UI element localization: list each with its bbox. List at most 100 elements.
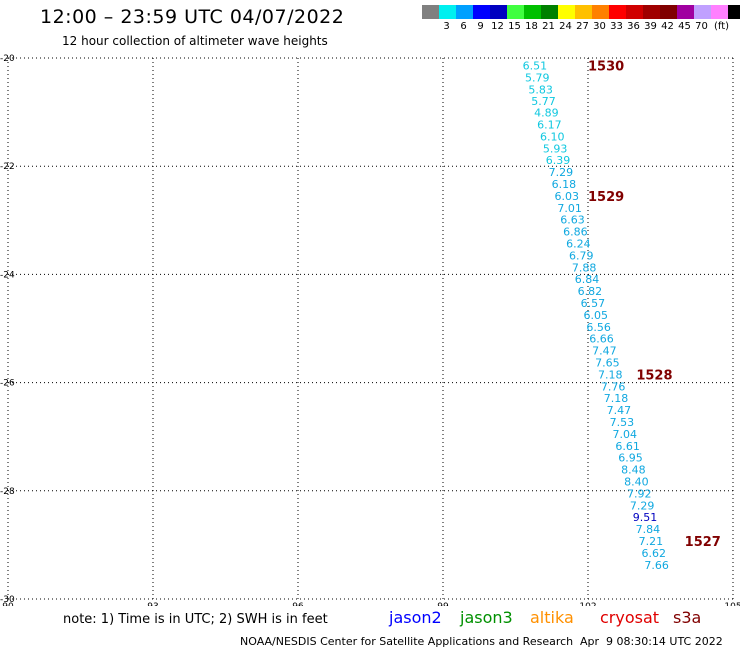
legend-label: 12 bbox=[491, 21, 504, 32]
y-tick-label: -30 bbox=[0, 595, 15, 605]
legend-label: 30 bbox=[593, 21, 606, 32]
pass-number-label: 1529 bbox=[588, 190, 624, 205]
wave-height-point: 4.89 bbox=[534, 107, 559, 120]
x-tick-label: 99 bbox=[437, 602, 449, 606]
wave-height-point: 7.92 bbox=[627, 487, 652, 500]
wave-height-point: 9.51 bbox=[633, 511, 658, 524]
wave-height-point: 6.17 bbox=[537, 118, 562, 131]
wave-height-point: 7.04 bbox=[612, 428, 637, 441]
wave-height-point: 7.18 bbox=[604, 392, 629, 405]
wave-height-point: 7.18 bbox=[598, 368, 623, 381]
wave-height-point: 6.86 bbox=[563, 226, 588, 239]
x-tick-label: 105 bbox=[724, 602, 740, 606]
wave-height-point: 7.47 bbox=[592, 345, 617, 358]
wave-height-chart: 90 93 96 99 102 105 -20 -22 -24 -26 -28 -30 6.515.79… bbox=[0, 54, 740, 606]
legend-swatch bbox=[626, 5, 643, 19]
wave-height-point: 7.29 bbox=[630, 499, 655, 512]
wave-height-point: 8.40 bbox=[624, 476, 649, 489]
wave-height-point: 7.88 bbox=[572, 261, 597, 274]
sat-label-cryosat: cryosat bbox=[600, 608, 660, 627]
legend-swatch bbox=[728, 5, 740, 19]
wave-height-point: 7.65 bbox=[595, 357, 620, 370]
chart-subtitle: 12 hour collection of altimeter wave hei… bbox=[62, 34, 328, 48]
y-tick-label: -28 bbox=[0, 487, 15, 497]
legend-swatch bbox=[541, 5, 558, 19]
wave-height-point: 6.66 bbox=[589, 333, 614, 346]
y-tick-label: -24 bbox=[0, 270, 15, 280]
wave-height-point: 6.63 bbox=[560, 214, 585, 227]
wave-height-point: 5.77 bbox=[531, 95, 556, 108]
legend-unit: (ft) bbox=[714, 21, 730, 32]
wave-height-point: 7.47 bbox=[607, 404, 632, 417]
wave-height-point: 7.66 bbox=[644, 559, 669, 572]
wave-height-point: 6.84 bbox=[575, 273, 600, 286]
legend-swatch bbox=[575, 5, 592, 19]
legend-swatch bbox=[422, 5, 439, 19]
legend-swatch bbox=[592, 5, 609, 19]
wave-height-point: 5.83 bbox=[528, 83, 553, 96]
legend-swatch bbox=[643, 5, 660, 19]
wave-height-point: 6.79 bbox=[569, 249, 594, 262]
legend-label: 21 bbox=[542, 21, 555, 32]
wave-height-point: 7.84 bbox=[636, 523, 661, 536]
legend-label: 45 bbox=[678, 21, 691, 32]
legend-label: 42 bbox=[661, 21, 674, 32]
legend-swatch bbox=[677, 5, 694, 19]
wave-height-point: 6.05 bbox=[583, 309, 608, 322]
legend-label: 24 bbox=[559, 21, 572, 32]
y-tick-label: -20 bbox=[0, 54, 15, 64]
legend-swatch bbox=[439, 5, 456, 19]
x-tick-label: 93 bbox=[147, 602, 158, 606]
pass-number-label: 1530 bbox=[588, 59, 624, 74]
wave-height-point: 5.93 bbox=[543, 142, 568, 155]
legend-label: 33 bbox=[610, 21, 623, 32]
wave-height-point: 6.10 bbox=[540, 130, 565, 143]
legend-swatch bbox=[694, 5, 711, 19]
legend-label: 18 bbox=[525, 21, 538, 32]
wave-height-point: 7.29 bbox=[549, 166, 574, 179]
sat-label-jason3: jason3 bbox=[460, 608, 513, 627]
wave-height-point: 6.51 bbox=[523, 59, 548, 72]
wave-height-point: 6.18 bbox=[552, 178, 577, 191]
legend-label: 6 bbox=[460, 21, 467, 32]
wave-height-point: 8.48 bbox=[621, 464, 646, 477]
legend-swatch bbox=[558, 5, 575, 19]
legend-swatch bbox=[609, 5, 626, 19]
x-tick-label: 96 bbox=[292, 602, 304, 606]
legend-swatch bbox=[711, 5, 728, 19]
wave-height-point: 7.76 bbox=[601, 380, 626, 393]
legend-label: 9 bbox=[477, 21, 484, 32]
legend-swatch bbox=[524, 5, 541, 19]
wave-height-point: 7.01 bbox=[557, 202, 582, 215]
legend-swatch bbox=[507, 5, 524, 19]
footer-note: note: 1) Time is in UTC; 2) SWH is in fe… bbox=[63, 612, 328, 627]
sat-label-jason2: jason2 bbox=[389, 608, 442, 627]
pass-number-label: 1527 bbox=[685, 535, 721, 550]
legend-label: 15 bbox=[508, 21, 521, 32]
wave-height-point: 6.62 bbox=[641, 547, 666, 560]
legend-swatch bbox=[660, 5, 677, 19]
credit-line: NOAA/NESDIS Center for Satellite Applica… bbox=[240, 635, 574, 648]
wave-height-point: 7.21 bbox=[639, 535, 664, 548]
wave-height-point: 6.24 bbox=[566, 237, 591, 250]
wave-height-point: 6.57 bbox=[581, 297, 606, 310]
y-tick-label: -26 bbox=[0, 379, 15, 389]
wave-height-point: 6.39 bbox=[546, 154, 571, 167]
y-tick-label: -22 bbox=[0, 162, 15, 172]
legend-label: 36 bbox=[627, 21, 640, 32]
generated-timestamp: Apr 9 08:30:14 UTC 2022 bbox=[580, 635, 723, 648]
legend-swatch bbox=[490, 5, 507, 19]
legend-swatch bbox=[456, 5, 473, 19]
legend-label: 70 bbox=[695, 21, 708, 32]
wave-height-point: 6.82 bbox=[578, 285, 603, 298]
sat-label-s3a: s3a bbox=[673, 608, 702, 627]
legend-label: 39 bbox=[644, 21, 657, 32]
x-tick-label: 90 bbox=[2, 602, 14, 606]
legend-label: 3 bbox=[443, 21, 450, 32]
legend-label: 27 bbox=[576, 21, 589, 32]
x-tick-label: 102 bbox=[579, 602, 596, 606]
wave-height-point: 6.61 bbox=[615, 440, 640, 453]
wave-height-point: 7.53 bbox=[610, 416, 635, 429]
wave-height-point: 6.03 bbox=[554, 190, 579, 203]
legend-swatch bbox=[473, 5, 490, 19]
